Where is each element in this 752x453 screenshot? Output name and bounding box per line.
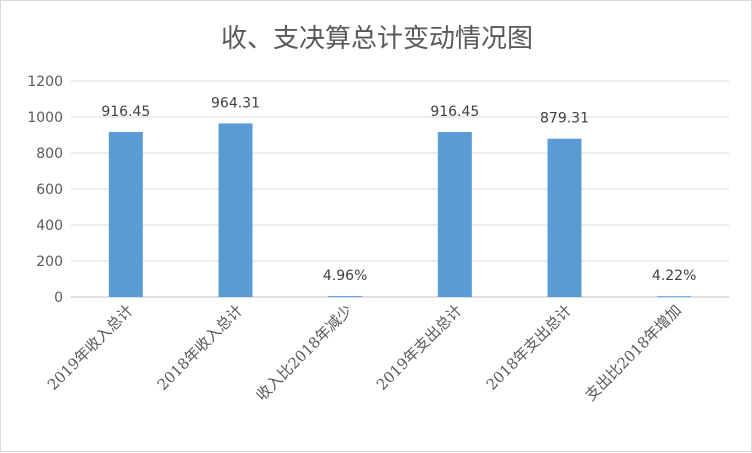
data-label: 916.45 bbox=[101, 104, 150, 120]
bar bbox=[547, 138, 582, 297]
bar bbox=[657, 296, 692, 298]
category-label: 支出比2018年增加 bbox=[582, 301, 685, 404]
category-label: 收入比2018年减少 bbox=[253, 301, 356, 404]
y-tick-label: 200 bbox=[36, 254, 63, 270]
data-label: 879.31 bbox=[540, 111, 589, 127]
y-tick-label: 600 bbox=[36, 182, 63, 198]
y-tick-label: 400 bbox=[36, 218, 63, 234]
y-axis-ticks: 0 200 400 600 800 1000 1200 bbox=[27, 74, 63, 306]
data-labels: 916.45 964.31 4.96% 916.45 879.31 4.22% bbox=[101, 95, 696, 284]
data-label: 964.31 bbox=[211, 95, 260, 111]
category-label: 2018年支出总计 bbox=[483, 301, 576, 394]
bar bbox=[108, 132, 143, 297]
y-tick-label: 1200 bbox=[27, 74, 63, 90]
y-tick-label: 0 bbox=[54, 290, 63, 306]
y-tick-label: 1000 bbox=[27, 110, 63, 126]
bar bbox=[328, 296, 363, 298]
category-label: 2019年收入总计 bbox=[44, 301, 137, 394]
chart-title: 收、支决算总计变动情况图 bbox=[221, 24, 533, 54]
data-label: 4.96% bbox=[323, 268, 367, 284]
data-label: 916.45 bbox=[430, 104, 479, 120]
bar bbox=[218, 123, 253, 298]
y-tick-label: 800 bbox=[36, 146, 63, 162]
category-label: 2018年收入总计 bbox=[154, 301, 247, 394]
category-labels: 2019年收入总计 2018年收入总计 收入比2018年减少 2019年支出总计 201… bbox=[44, 301, 685, 404]
category-label: 2019年支出总计 bbox=[373, 301, 466, 394]
gridlines bbox=[71, 80, 729, 298]
bars bbox=[108, 123, 692, 298]
bar bbox=[437, 132, 472, 297]
data-label: 4.22% bbox=[652, 268, 696, 284]
